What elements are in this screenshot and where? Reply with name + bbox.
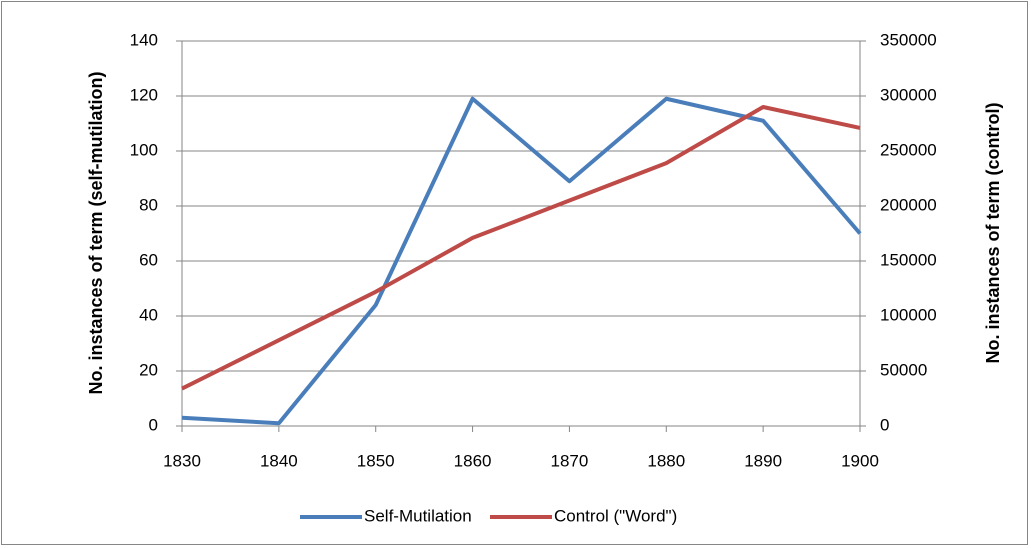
y-tick-label: 0 (149, 415, 158, 434)
y-tick-label: 60 (139, 250, 158, 269)
legend-label: Control ("Word") (554, 506, 677, 525)
y2-tick-label: 250000 (880, 140, 937, 159)
x-tick-label: 1860 (454, 451, 492, 470)
y-tick-label: 40 (139, 305, 158, 324)
y-tick-label: 80 (139, 195, 158, 214)
legend-label: Self-Mutilation (364, 506, 472, 525)
x-tick-label: 1840 (260, 451, 298, 470)
y2-tick-label: 50000 (880, 360, 927, 379)
x-tick-label: 1900 (841, 451, 879, 470)
y-tick-label: 120 (130, 85, 158, 104)
y-tick-label: 140 (130, 30, 158, 49)
y-tick-label: 100 (130, 140, 158, 159)
y2-tick-label: 200000 (880, 195, 937, 214)
x-tick-label: 1880 (647, 451, 685, 470)
x-tick-label: 1870 (551, 451, 589, 470)
x-tick-label: 1890 (744, 451, 782, 470)
y2-tick-label: 100000 (880, 305, 937, 324)
x-tick-label: 1830 (163, 451, 201, 470)
y2-tick-label: 300000 (880, 85, 937, 104)
data-line (181, 105, 861, 391)
y-tick-label: 20 (139, 360, 158, 379)
y2-axis-title: No. instances of term (control) (983, 102, 1003, 364)
y2-tick-label: 0 (880, 415, 889, 434)
x-tick-label: 1850 (357, 451, 395, 470)
y2-tick-label: 150000 (880, 250, 937, 269)
y2-tick-label: 350000 (880, 30, 937, 49)
y-axis-title: No. instances of term (self-mutilation) (86, 71, 106, 395)
